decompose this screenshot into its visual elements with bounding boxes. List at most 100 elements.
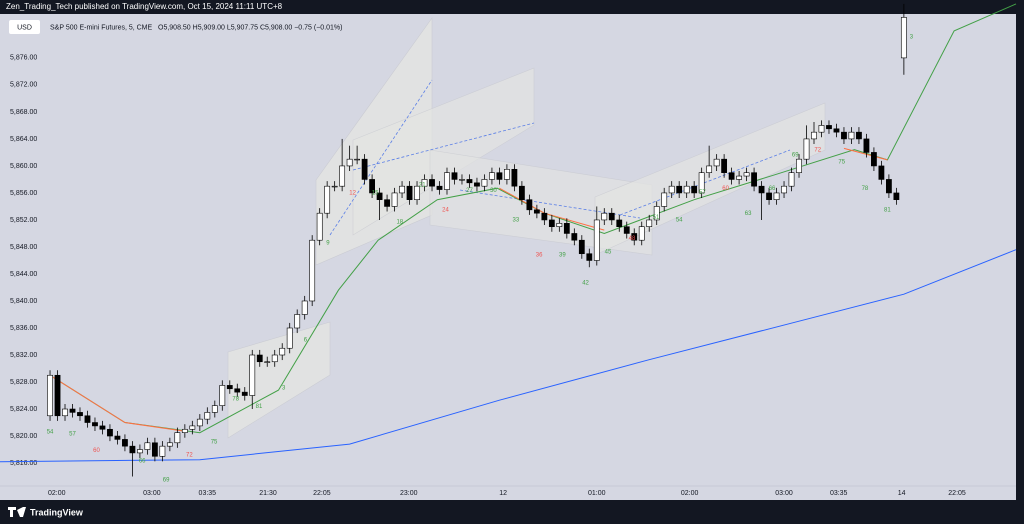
candle-body	[69, 408, 76, 413]
y-tick-label: 5,836.00	[10, 325, 37, 332]
candle-body	[481, 179, 488, 187]
candle-body	[54, 374, 61, 417]
x-tick-label: 03:35	[830, 490, 848, 497]
bar-count-label: 27	[466, 188, 473, 194]
candle-body	[249, 354, 256, 396]
bar-count-label: 9	[326, 240, 330, 246]
candle-body	[676, 185, 683, 194]
candle-body	[571, 233, 578, 241]
candle-body	[623, 226, 630, 234]
candle-body	[893, 192, 900, 200]
candle-body	[421, 179, 428, 187]
bar-count-label: 81	[256, 404, 263, 410]
candle-body	[788, 172, 795, 187]
x-tick-label: 03:35	[199, 490, 217, 497]
y-tick-label: 5,840.00	[10, 298, 37, 305]
candle-body	[818, 125, 825, 133]
candle-body	[77, 412, 83, 417]
logo	[8, 507, 26, 517]
candle-body	[92, 422, 98, 427]
dashed-line	[329, 79, 433, 236]
candle-body	[766, 192, 772, 200]
candle-body	[144, 442, 151, 450]
candle-body	[444, 172, 450, 190]
quote: O5,908.50 H5,909.00 L5,907.75 C5,908.00 …	[158, 24, 342, 31]
candle-body	[863, 138, 870, 153]
candle-body	[159, 445, 166, 457]
drawings	[227, 17, 826, 439]
bar-count-label: 63	[745, 211, 752, 217]
x-tick-label: 03:00	[143, 490, 161, 497]
candle-body	[369, 179, 375, 194]
candle-body	[811, 131, 817, 140]
candle-body	[99, 425, 106, 430]
brand: TradingView	[30, 507, 84, 517]
candle-body	[301, 300, 308, 315]
candle-body	[758, 185, 765, 194]
bar-count-label: 3	[910, 35, 914, 41]
y-tick-label: 5,856.00	[10, 190, 37, 197]
candle-body	[578, 239, 585, 255]
candle-body	[871, 152, 877, 167]
candle-body	[406, 185, 413, 200]
bar-count-label: 75	[211, 440, 218, 446]
candle-body	[706, 165, 713, 173]
y-tick-label: 5,876.00	[10, 55, 37, 62]
candle-body	[466, 179, 473, 184]
bar-count-label: 42	[582, 280, 589, 286]
candle-body	[316, 212, 323, 241]
bar-count-label: 33	[513, 218, 520, 224]
bar-count-label: 69	[792, 153, 799, 159]
symbol: S&P 500 E-mini Futures, 5, CME	[50, 24, 153, 31]
y-tick-label: 5,848.00	[10, 244, 37, 251]
candle-body	[556, 223, 563, 228]
candle-body	[721, 158, 728, 173]
currency-box[interactable]	[9, 20, 40, 34]
y-tick-label: 5,872.00	[10, 82, 37, 89]
candle-body	[211, 405, 218, 413]
x-tick-label: 12	[499, 490, 507, 497]
x-tick-label: 03:00	[775, 490, 793, 497]
moving-average	[49, 3, 1017, 434]
x-tick-label: 22:05	[948, 490, 966, 497]
candle-body	[848, 131, 855, 140]
candle-body	[878, 165, 885, 180]
candle-body	[736, 175, 742, 180]
currency[interactable]: USD	[17, 24, 32, 31]
candle-body	[47, 374, 53, 417]
publisher: Zen_Trading_Tech published on TradingVie…	[6, 2, 283, 11]
bar-count-label: 72	[814, 147, 821, 153]
dashed-line	[619, 149, 791, 216]
bar-count-label: 78	[862, 186, 869, 192]
candle-body	[511, 169, 518, 187]
candle-body	[181, 428, 188, 433]
y-tick-label: 5,868.00	[10, 109, 37, 116]
bar-count-label: 18	[396, 220, 403, 226]
candle-body	[309, 239, 316, 302]
candle-body	[129, 445, 136, 454]
candle-body	[563, 223, 570, 234]
candle-body	[474, 182, 480, 187]
candle-body	[668, 185, 675, 194]
candle-body	[885, 179, 892, 194]
candle-body	[900, 17, 907, 59]
candle-body	[601, 212, 608, 221]
candle-body	[803, 138, 810, 160]
candle-body	[264, 361, 271, 363]
candle-body	[279, 347, 286, 356]
candle-body	[137, 449, 143, 454]
candle-body	[751, 172, 757, 187]
candle-body	[399, 185, 405, 194]
x-tick-label: 02:00	[48, 490, 66, 497]
candle-body	[713, 158, 720, 167]
candle-body	[586, 253, 593, 261]
candle-body	[107, 428, 113, 437]
y-tick-label: 5,852.00	[10, 217, 37, 224]
candle-body	[241, 391, 248, 396]
candle-body	[773, 192, 780, 200]
candle-body	[826, 125, 832, 130]
candle-body	[354, 158, 361, 161]
candle-body	[616, 219, 623, 228]
bar-count-label: 24	[442, 207, 449, 213]
bar-count-label: 15	[372, 191, 379, 197]
